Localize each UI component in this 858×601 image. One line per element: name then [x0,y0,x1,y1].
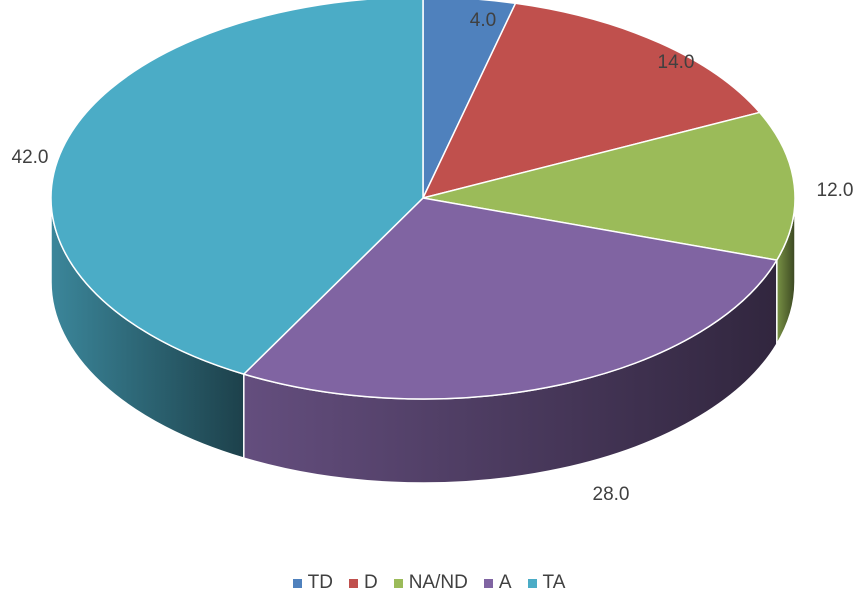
pie-slice-na-nd [422,111,796,261]
pie-slice-a [243,197,778,400]
legend-item-ta: TA [527,572,566,594]
legend-swatch [292,578,302,588]
legend-item-a: A [483,572,512,594]
legend-item-td: TD [292,572,333,594]
data-labels: 4.0 14.0 12.0 28.0 42.0 [12,10,854,505]
legend-swatch [527,578,537,588]
legend-label: NA/ND [408,572,468,593]
legend-swatch [393,578,403,588]
pie-top-faces [50,0,796,400]
legend-label: A [498,572,512,593]
legend-item-na-nd: NA/ND [393,572,468,594]
data-label-na-nd: 12.0 [817,180,854,201]
legend-label: D [363,572,378,593]
data-label-a: 28.0 [593,484,630,505]
data-label-ta: 42.0 [12,147,49,168]
pie-slice-d [422,2,761,199]
legend-item-d: D [348,572,378,594]
data-label-td: 4.0 [470,10,496,31]
pie-slice-ta [50,0,424,375]
legend-label: TD [307,572,333,593]
data-label-d: 14.0 [658,52,695,73]
legend-label: TA [542,572,566,593]
legend-swatch [348,578,358,588]
chart-legend: TD D NA/ND A TA [0,572,858,594]
legend-swatch [483,578,493,588]
